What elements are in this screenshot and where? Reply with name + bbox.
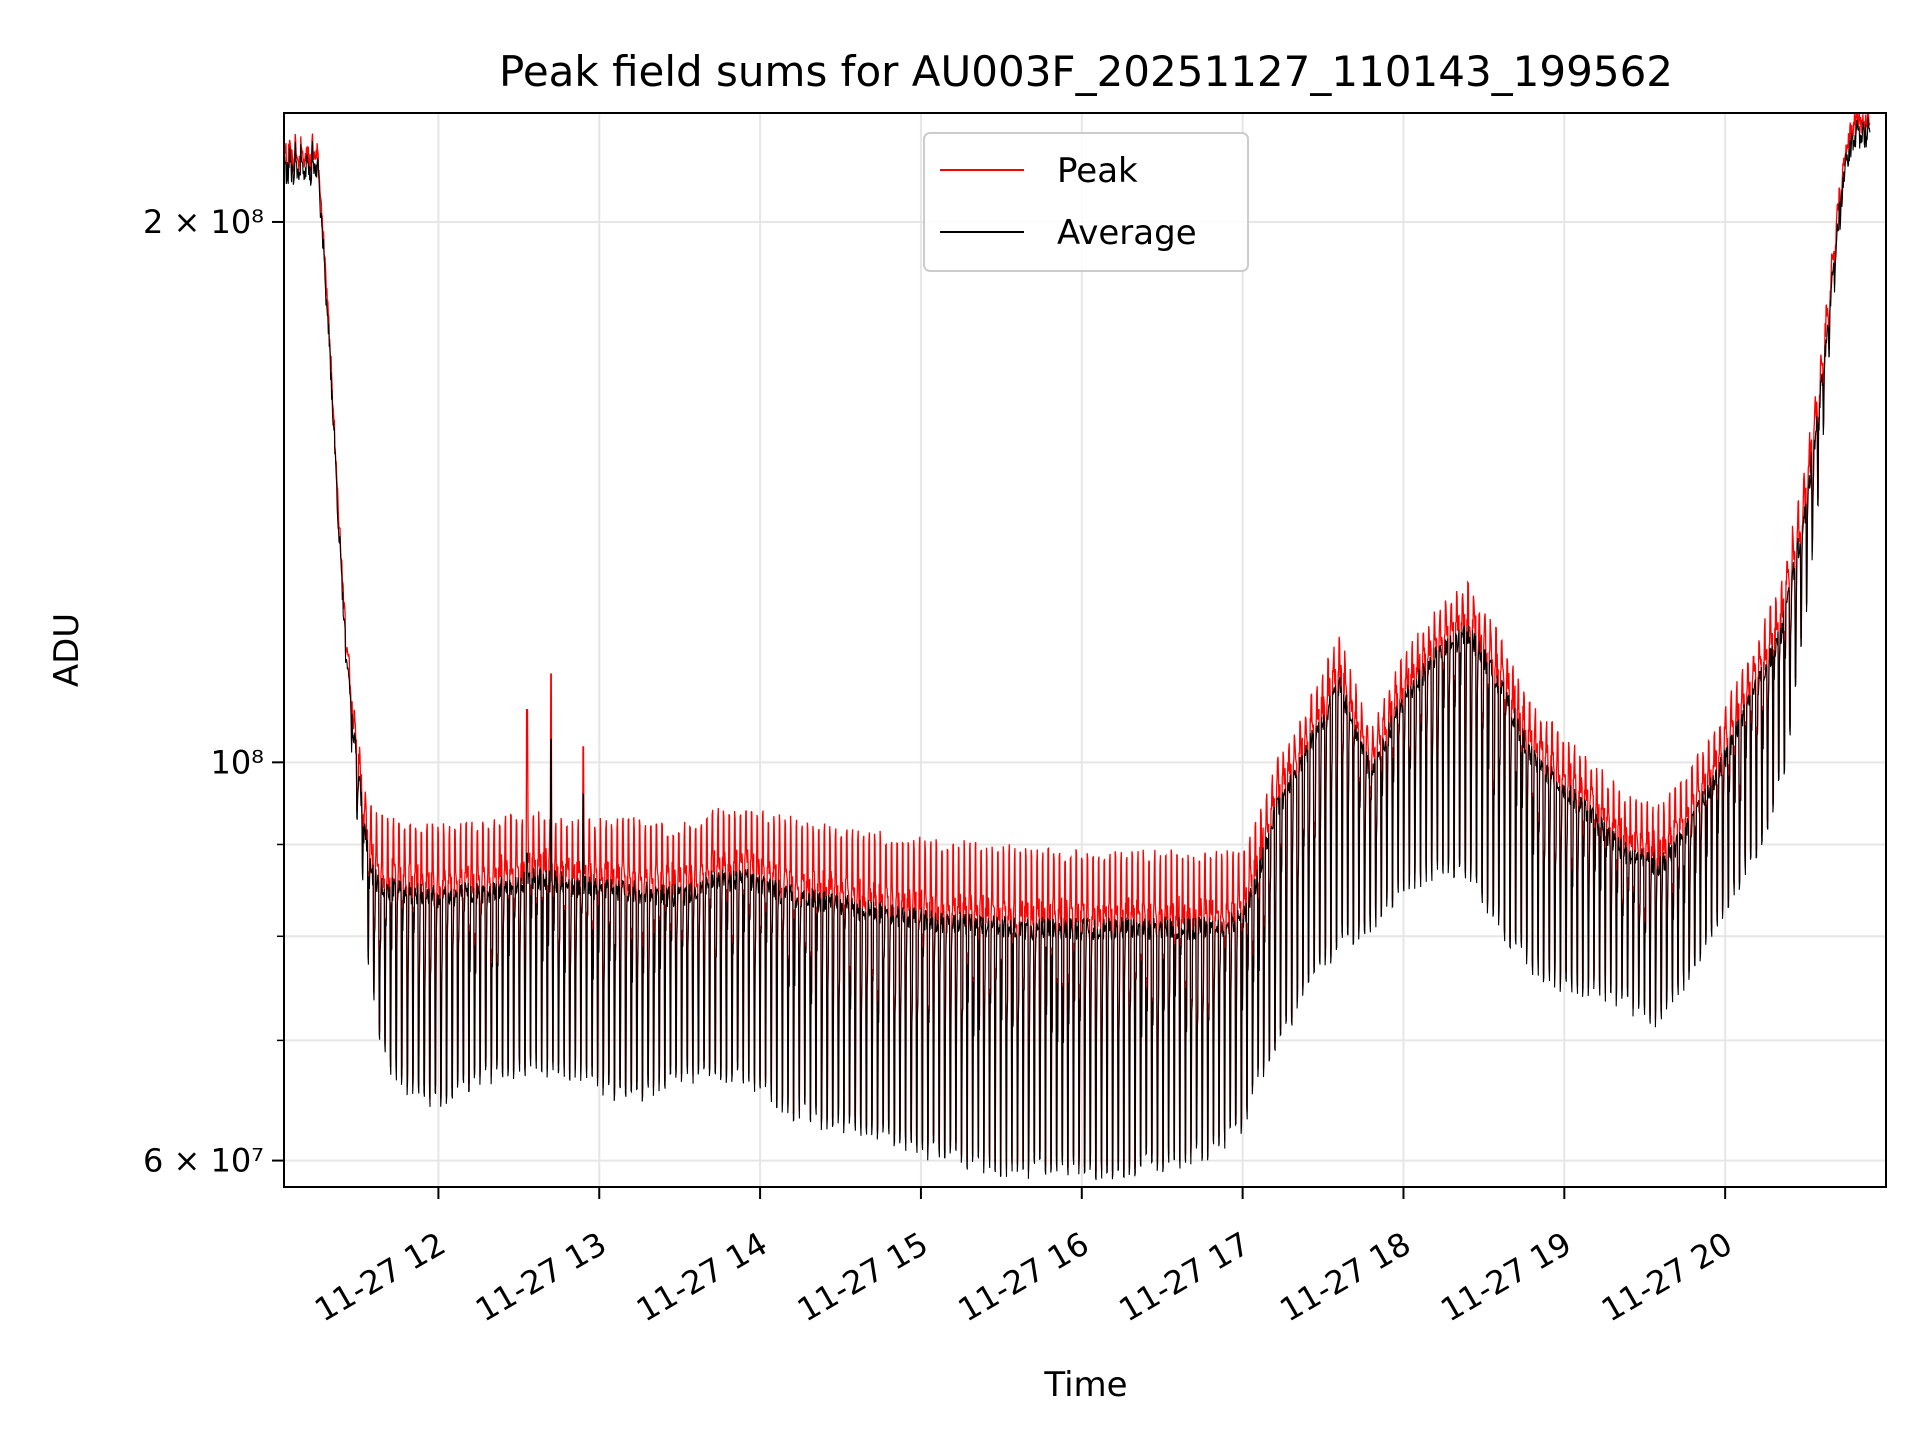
x-axis-label: Time bbox=[1043, 1365, 1127, 1405]
y-tick-label: 2 × 10⁸ bbox=[143, 203, 264, 241]
series-average-line bbox=[283, 116, 1871, 1181]
legend-box bbox=[923, 132, 1249, 272]
legend: Peak Average bbox=[923, 132, 1249, 272]
plot-frame bbox=[283, 112, 1887, 1188]
y-tick-label: 6 × 10⁷ bbox=[143, 1142, 264, 1180]
y-axis: 6 × 10⁷ 10⁸ 2 × 10⁸ bbox=[143, 203, 284, 1180]
plot-area bbox=[283, 112, 1871, 1181]
legend-peak-label: Peak bbox=[1057, 151, 1138, 191]
chart-title: Peak field sums for AU003F_20251127_1101… bbox=[499, 47, 1673, 96]
y-tick-label: 10⁸ bbox=[210, 743, 264, 781]
legend-average-label: Average bbox=[1057, 213, 1197, 253]
y-axis-label: ADU bbox=[47, 613, 87, 687]
